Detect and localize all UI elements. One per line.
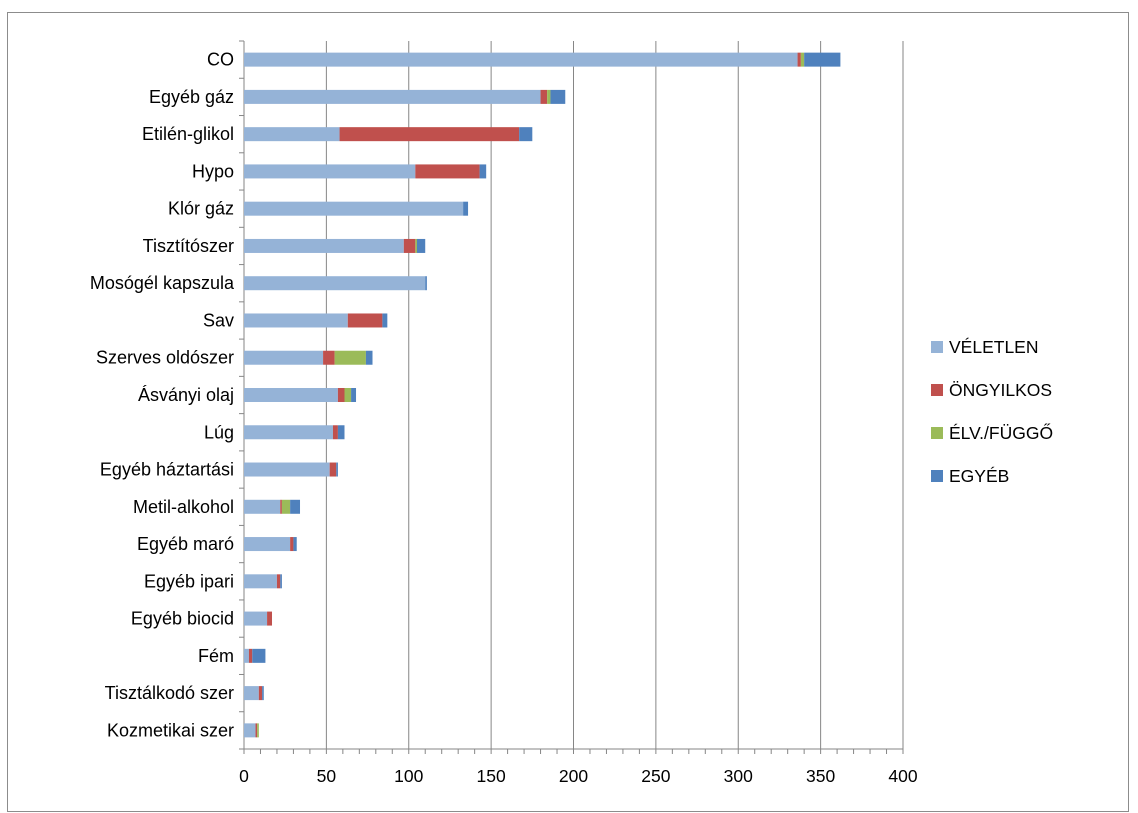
category-label: Egyéb háztartási: [100, 460, 234, 480]
bar-segment: [244, 462, 330, 477]
legend-swatch: [931, 384, 943, 396]
stacked-bar-chart: 0 50 100 150 200 250 300 350 400 CO Egyéb gáz Etilé…: [90, 40, 1053, 786]
bar-segment: [334, 350, 366, 365]
category-label: Tisztálkodó szer: [105, 683, 234, 703]
bar-segment: [252, 648, 266, 663]
bar-segment: [797, 52, 801, 67]
bar-segment: [416, 238, 426, 253]
x-tick-label: 200: [559, 766, 588, 786]
bar-segment: [540, 89, 548, 104]
bar-segment: [244, 238, 404, 253]
bar-segment: [347, 313, 383, 328]
bar-segment: [244, 388, 338, 402]
bar-segment: [244, 611, 268, 626]
x-tick-label: 350: [806, 766, 835, 786]
bar-segment: [332, 425, 338, 440]
bar-segment: [276, 574, 281, 589]
category-label: Egyéb maró: [137, 534, 234, 554]
bar-segment: [344, 388, 352, 402]
bar-segment: [519, 127, 533, 142]
x-tick-label: 250: [641, 766, 670, 786]
category-label: CO: [207, 50, 234, 70]
bar-segment: [244, 537, 291, 552]
bar-segment: [293, 537, 297, 552]
bar-segment: [403, 238, 416, 253]
category-label: Ásványi olaj: [138, 385, 234, 405]
bar-segment: [382, 313, 388, 328]
bar-segment: [257, 723, 259, 738]
category-label: Sav: [203, 310, 234, 330]
legend-label: VÉLETLEN: [949, 337, 1038, 357]
bar-segment: [255, 723, 258, 738]
bar-segment: [463, 201, 469, 216]
category-label: Fém: [198, 646, 234, 666]
bar-segment: [290, 537, 294, 552]
legend-label: ÉLV./FÜGGŐ: [949, 422, 1053, 443]
bar-segment: [804, 52, 841, 67]
category-label: Klór gáz: [168, 199, 234, 219]
bar-segment: [323, 350, 335, 365]
category-label: Mosógél kapszula: [90, 273, 235, 293]
bar-segment: [244, 686, 259, 701]
bar-segment: [244, 201, 464, 216]
bar-segment: [336, 462, 338, 477]
category-label: Etilén-glikol: [142, 124, 234, 144]
bar-segment: [244, 313, 348, 328]
legend-swatch: [931, 341, 943, 353]
bar-segment: [244, 164, 416, 179]
bar-segment: [290, 499, 301, 514]
bar-segment: [550, 89, 566, 104]
bar-segment: [244, 276, 426, 291]
bar-segment: [280, 499, 282, 514]
bar-segment: [244, 425, 333, 440]
bar-segment: [244, 127, 340, 142]
bar-segment: [248, 648, 253, 663]
category-label: Hypo: [192, 161, 234, 181]
category-label: Szerves oldószer: [96, 348, 234, 368]
x-tick-label: 300: [724, 766, 753, 786]
bar-segment: [244, 499, 281, 514]
legend-label: EGYÉB: [949, 466, 1009, 486]
bar-segment: [244, 648, 249, 663]
bar-segment: [244, 723, 256, 738]
x-tick-label: 150: [477, 766, 506, 786]
category-label: Egyéb gáz: [149, 87, 234, 107]
x-tick-label: 100: [394, 766, 423, 786]
bar-segment: [339, 127, 520, 142]
bar-segment: [329, 462, 337, 477]
category-label: Lúg: [204, 422, 234, 442]
bar-segment: [267, 611, 273, 626]
category-label: Egyéb biocid: [131, 609, 234, 629]
bar-segment: [800, 52, 805, 67]
x-tick-label: 0: [239, 766, 249, 786]
bar-segment: [258, 686, 263, 701]
bar-segment: [425, 276, 427, 291]
chart-frame: 0 50 100 150 200 250 300 350 400 CO Egyéb gáz Etilé…: [7, 12, 1129, 812]
bar-segment: [244, 574, 277, 589]
category-label: Metil-alkohol: [133, 497, 234, 517]
legend-label: ÖNGYILKOS: [949, 380, 1052, 400]
bar-segment: [351, 388, 357, 402]
bar-segment: [244, 52, 798, 67]
legend-swatch: [931, 427, 943, 439]
bar-segment: [479, 164, 487, 179]
bar-segment: [244, 89, 541, 104]
bar-segment: [280, 574, 282, 589]
x-tick-label: 50: [317, 766, 337, 786]
bar-segment: [415, 164, 480, 179]
bar-segment: [244, 350, 324, 365]
bar-segment: [415, 238, 417, 253]
legend-swatch: [931, 470, 943, 482]
bar-segment: [262, 686, 264, 701]
bar-segment: [365, 350, 373, 365]
bar-segment: [281, 499, 291, 514]
x-tick-label: 400: [888, 766, 917, 786]
bar-segment: [337, 425, 345, 440]
bar-segment: [337, 388, 345, 402]
category-label: Kozmetikai szer: [107, 720, 234, 740]
category-label: Egyéb ipari: [144, 571, 234, 591]
category-label: Tisztítószer: [143, 236, 234, 256]
bar-segment: [547, 89, 551, 104]
